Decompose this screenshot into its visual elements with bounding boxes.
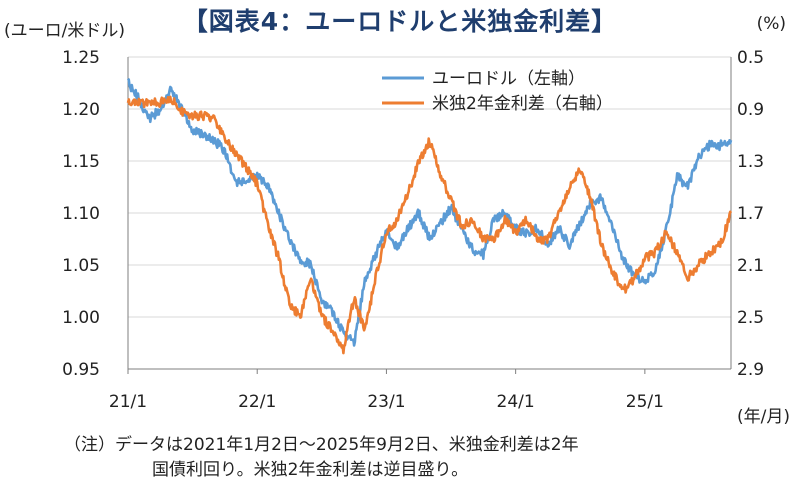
x-tick-label: 22/1 <box>238 392 276 412</box>
us-de-spread-line <box>126 95 733 355</box>
y-right-tick-label: 2.9 <box>737 360 764 380</box>
y-left-tick-label: 1.05 <box>62 256 100 276</box>
grid-layer <box>128 56 731 370</box>
y-left-tick-label: 1.20 <box>62 100 100 120</box>
x-tick-label: 23/1 <box>367 392 405 412</box>
legend-label-eurusd: ユーロドル（左軸） <box>432 69 585 89</box>
eurusd-line <box>126 77 733 347</box>
x-tick-label: 21/1 <box>109 392 147 412</box>
left-axis-unit: (ユーロ/米ドル) <box>4 21 125 41</box>
y-left-tick-label: 1.10 <box>62 204 100 224</box>
legend-label-spread: 米独2年金利差（右軸） <box>432 94 613 114</box>
right-axis-unit: (%) <box>756 14 786 34</box>
y-right-tick-label: 0.9 <box>737 100 764 120</box>
y-right-tick-label: 2.1 <box>737 256 764 276</box>
x-tick-label: 25/1 <box>626 392 664 412</box>
legend: ユーロドル（左軸） 米独2年金利差（右軸） <box>382 69 613 114</box>
y-right-tick-label: 1.7 <box>737 204 764 224</box>
chart-title: 【図表4：ユーロドルと米独金利差】 <box>182 7 618 36</box>
y-right-tick-label: 1.3 <box>737 152 764 172</box>
note-line-1: （注）データは2021年1月2日～2025年9月2日、米独金利差は2年 <box>64 435 579 455</box>
y-left-tick-label: 1.15 <box>62 152 100 172</box>
y-right-tick-label: 2.5 <box>737 308 764 328</box>
y-right-tick-label: 0.5 <box>737 48 764 68</box>
x-axis-unit: (年/月) <box>737 407 790 427</box>
axis-layer: 1.25 1.20 1.15 1.10 1.05 1.00 0.95 0.5 0.9 1.3 1.7… <box>62 48 764 412</box>
y-left-tick-label: 0.95 <box>62 360 100 380</box>
x-tick-label: 24/1 <box>497 392 535 412</box>
y-left-tick-label: 1.00 <box>62 308 100 328</box>
y-left-tick-label: 1.25 <box>62 48 100 68</box>
note-line-2: 国債利回り。米独2年金利差は逆目盛り。 <box>152 460 469 480</box>
series-layer <box>126 77 733 355</box>
